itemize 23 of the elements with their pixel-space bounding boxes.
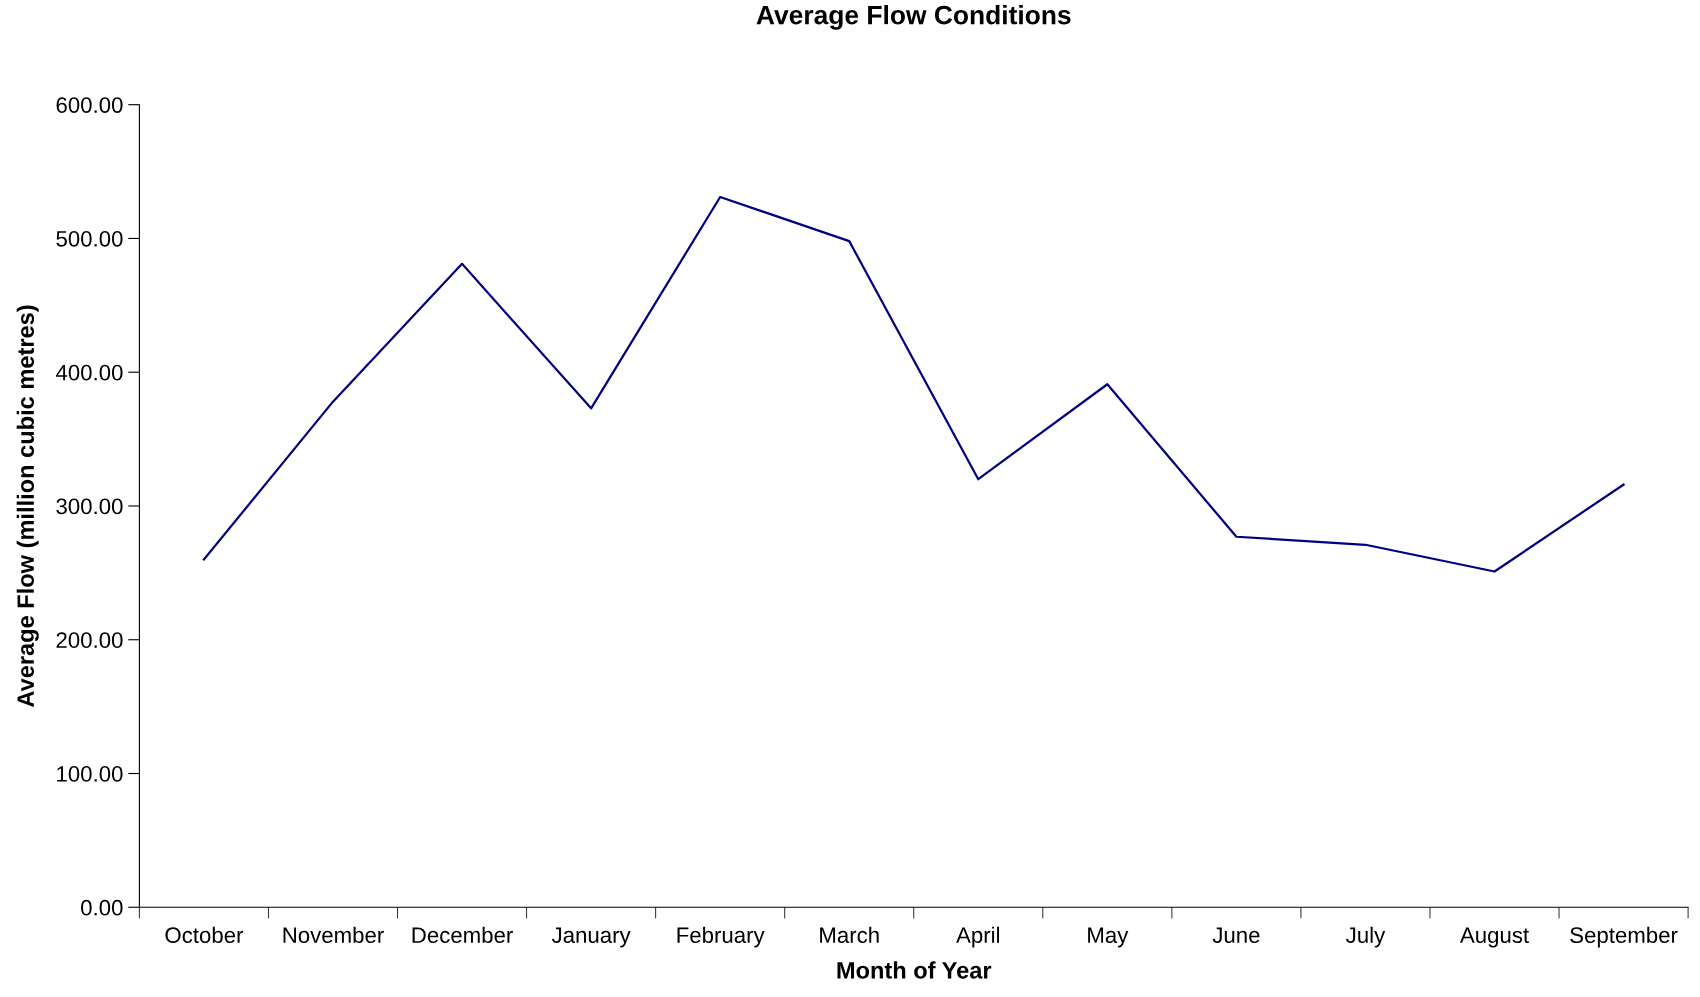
x-tick-label: May [1088, 927, 1129, 948]
line-series [202, 195, 1625, 573]
x-tick-label: July [1346, 926, 1386, 948]
x-tick-label: June [1212, 927, 1260, 944]
x-tick-label: September [1570, 926, 1678, 948]
y-tick-label: 0.00 [81, 899, 123, 916]
y-tick-label: 100.00 [57, 766, 123, 782]
x-tick-label: March [820, 926, 879, 944]
y-tick-label: 300.00 [56, 498, 123, 515]
x-tick-label: February [677, 926, 765, 948]
chart-title: Average Flow Conditions [756, 5, 1071, 30]
y-tick-label: 200.00 [56, 632, 123, 649]
y-tick-label: 500.00 [56, 230, 123, 247]
y-tick-label: 400.00 [55, 364, 123, 381]
y-tick-label: 600.00 [56, 97, 123, 113]
y-axis-title: Average Flow (million cubic metres) [16, 305, 39, 707]
x-tick-label: April [956, 926, 1000, 948]
x-tick-label: August [1459, 927, 1529, 948]
x-tick-label: November [283, 926, 384, 944]
x-axis-title: Month of Year [837, 961, 992, 979]
x-tick-label: October [165, 926, 244, 944]
x-tick-label: January [551, 927, 631, 948]
x-tick-label: December [412, 926, 513, 944]
